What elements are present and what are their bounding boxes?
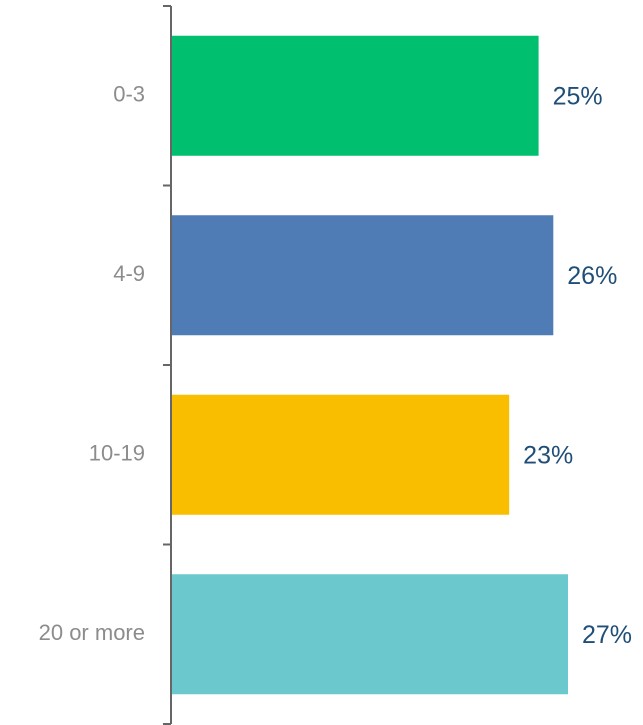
category-label: 0-3: [113, 82, 145, 107]
data-label: 26%: [567, 262, 617, 290]
data-label: 23%: [523, 441, 573, 469]
category-labels: 0-3 4-9 10-19 20 or more: [39, 82, 145, 646]
category-label: 4-9: [113, 261, 145, 286]
value-labels: 25% 26% 23% 27%: [523, 82, 632, 649]
data-label: 27%: [582, 621, 632, 649]
data-label: 25%: [553, 82, 603, 110]
category-label: 20 or more: [39, 620, 145, 645]
bars-group: [171, 35, 568, 695]
bar-10-19: [171, 394, 510, 515]
category-axis: [163, 5, 172, 725]
bar-0-3: [171, 35, 539, 156]
bar-20-or-more: [171, 574, 568, 695]
category-label: 10-19: [89, 441, 145, 466]
bar-4-9: [171, 215, 554, 336]
